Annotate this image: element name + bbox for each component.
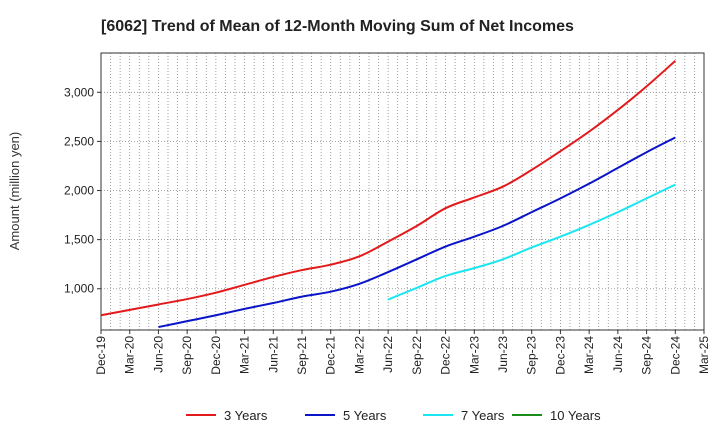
legend-label-10-years: 10 Years	[550, 408, 601, 423]
series-line-7-years	[387, 183, 676, 301]
y-tick-label: 3,000	[64, 85, 94, 99]
series-line-3-years	[100, 60, 676, 317]
legend-label-7-years: 7 Years	[461, 408, 505, 423]
x-tick-label: Dec-24	[668, 336, 682, 375]
x-tick-label: Jun-22	[381, 336, 395, 373]
plot-area	[100, 52, 705, 331]
x-tick-label: Jun-23	[496, 336, 510, 373]
x-tick-label: Mar-23	[467, 336, 481, 374]
chart-title: [6062] Trend of Mean of 12-Month Moving …	[101, 18, 574, 35]
x-tick-label: Dec-21	[324, 336, 338, 375]
legend: 3 Years 5 Years 7 Years 10 Years	[186, 408, 601, 423]
x-tick-label: Dec-22	[439, 336, 453, 375]
x-tick-label: Jun-21	[266, 336, 280, 373]
x-tick-label: Sep-24	[640, 336, 654, 375]
x-tick-label: Sep-22	[410, 336, 424, 375]
grid-lines	[100, 53, 705, 330]
y-tick-label: 1,000	[64, 282, 94, 296]
x-tick-label: Sep-21	[295, 336, 309, 375]
series-lines	[100, 60, 676, 329]
y-tick-label: 2,500	[64, 134, 94, 148]
y-tick-label: 1,500	[64, 233, 94, 247]
y-tick-label: 2,000	[64, 184, 94, 198]
y-axis-ticks: 1,000 1,500 2,000 2,500 3,000	[64, 85, 101, 296]
y-axis-label: Amount (million yen)	[7, 132, 22, 251]
x-tick-label: Jun-20	[151, 336, 165, 373]
legend-label-5-years: 5 Years	[343, 408, 387, 423]
x-tick-label: Sep-20	[180, 336, 194, 375]
x-tick-label: Mar-21	[238, 336, 252, 374]
x-tick-label: Jun-24	[611, 336, 625, 373]
x-tick-label: Dec-19	[94, 336, 108, 375]
x-tick-label: Mar-25	[697, 336, 711, 374]
x-tick-label: Mar-20	[123, 336, 137, 374]
series-line-5-years	[158, 136, 676, 329]
x-tick-label: Sep-23	[525, 336, 539, 375]
x-axis-ticks: Dec-19 Mar-20 Jun-20 Sep-20 Dec-20 Mar-21 Jun-…	[94, 330, 711, 375]
x-tick-label: Dec-23	[553, 336, 567, 375]
x-tick-label: Dec-20	[209, 336, 223, 375]
x-tick-label: Mar-24	[582, 336, 596, 374]
legend-label-3-years: 3 Years	[224, 408, 268, 423]
x-tick-label: Mar-22	[352, 336, 366, 374]
